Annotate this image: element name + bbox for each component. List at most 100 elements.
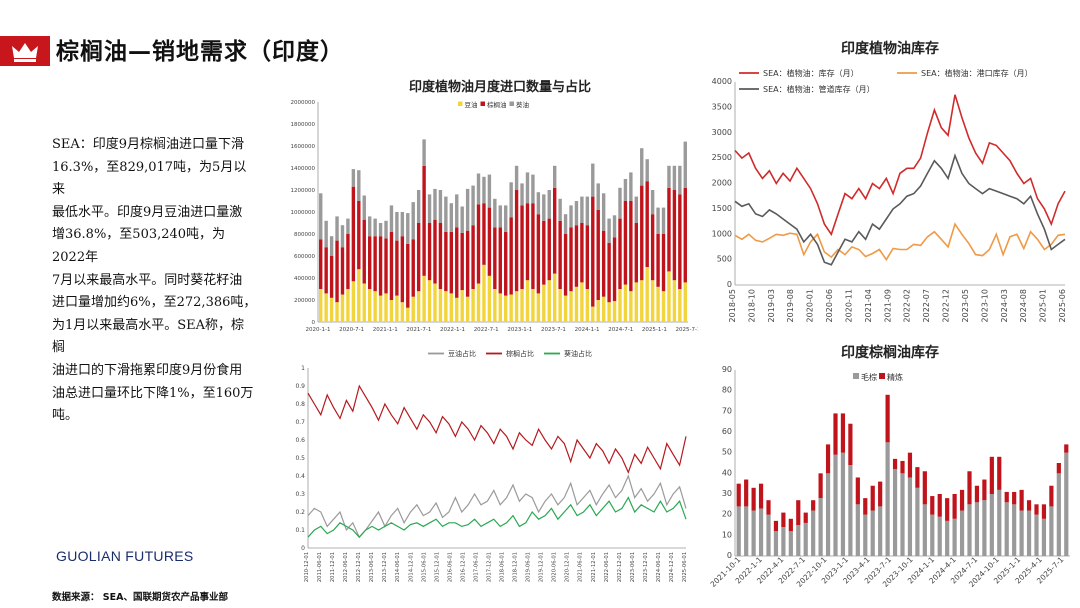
soy-bar [465,296,470,322]
crude-palm-bar [989,494,994,556]
sunflower-bar [319,193,323,240]
palm-ratio-line [307,384,687,475]
palm-stock-chart-title: 印度棕榈油库存 [841,345,939,361]
sunflower-bar [373,218,377,237]
summary-line: SEA：印度9月棕榈油进口量下滑 [52,137,245,152]
palm-bar [536,214,541,294]
legend-label: 葵油 [516,100,529,109]
palm-bar [520,205,524,289]
stock-line [734,94,1066,237]
refined-palm-bar [989,456,994,494]
sunflower-bar [563,214,568,234]
sunflower-bar [422,139,426,166]
palm-bar [406,243,410,308]
palm-bar [367,236,372,289]
palm-bar [678,194,682,289]
x-tick-label: 2021-12-01 [591,552,597,582]
x-tick-label: 2023-1-1 [507,327,532,333]
palm-bar [607,242,611,303]
crude-palm-bar [781,527,786,556]
y-tick-label: 0.3 [295,491,305,498]
legend-swatch [853,373,859,379]
soy-bar [672,280,677,322]
crude-palm-bar [997,489,1002,556]
x-tick-label: 2022-06-01 [604,552,610,582]
summary-line: 油总进口量环比下降1%，至160万 [52,385,254,401]
refined-palm-bar [796,500,801,525]
crude-palm-bar [788,531,793,556]
refined-palm-bar [1049,485,1054,507]
sunflower-bar [569,205,573,228]
crude-palm-bar [766,514,771,556]
palm-bar [591,196,595,307]
crude-palm-bar [1004,502,1009,556]
crude-palm-bar [840,452,846,556]
y-tick-label: 70 [722,406,732,415]
palm-bar [612,237,617,302]
x-tick-label: 2020-11 [844,289,853,322]
imports-chart-title: 印度植物油月度进口数量与占比 [408,80,591,95]
sunflower-bar [574,201,579,226]
palm-bar [569,227,573,292]
soy-bar [645,267,649,322]
crude-palm-bar [803,522,808,556]
x-tick-label: 2018-06-01 [500,552,506,582]
refined-palm-bar [930,496,935,515]
x-tick-label: 2025-1-1 [642,327,667,333]
data-source: 数据来源： SEA、国联期货农产品事业部 [52,592,228,603]
x-tick-label: 2016-12-01 [460,552,466,582]
sunflower-bar [612,215,617,238]
refined-palm-bar [945,498,950,521]
sunflower-bar [601,193,606,231]
refined-palm-bar [1012,491,1017,505]
sunflower-bar [683,141,687,188]
crude-palm-bar [952,518,957,556]
sunflower-bar [640,148,644,186]
crude-palm-bar [796,525,801,556]
sunflower-bar [580,196,584,223]
refined-palm-bar [878,481,883,507]
y-tick-label: 1500 [712,204,732,213]
soy-bar [378,295,383,322]
palm-bar [514,190,519,292]
x-tick-label: 2013-06-01 [369,552,375,582]
refined-palm-bar [937,494,942,517]
legend-label: SEA：植物油：港口库存（月） [921,68,1033,78]
sunflower-bar [618,187,622,219]
x-tick-label: 2012-06-01 [343,552,349,582]
x-tick-label: 2025-06 [1058,289,1067,322]
refined-palm-bar [818,473,823,499]
crude-palm-bar [1049,506,1054,556]
sunflower-bar [487,174,492,208]
palm-bar [650,214,655,281]
y-tick-label: 0.6 [295,437,305,444]
refined-palm-bar [773,520,779,532]
page-title: 棕榈油—销地需求（印度） [56,39,344,65]
x-tick-label: 2020-01 [806,289,815,322]
refined-palm-bar [840,413,846,453]
crude-palm-bar [959,510,965,556]
legend-swatch [879,373,885,379]
x-tick-label: 2022-02 [903,289,912,322]
refined-palm-bar [922,471,927,505]
sunflower-bar [493,198,497,228]
sunflower-bar [340,225,345,248]
sunflower-bar [607,218,611,243]
x-tick-label: 2025-06-01 [682,552,688,582]
x-tick-label: 2022-7-1 [474,327,499,333]
soy-bar [612,301,617,322]
crude-palm-bar [1012,504,1017,556]
x-tick-label: 2017-12-01 [486,552,492,582]
crude-palm-bar [907,477,913,556]
sunflower-bar [498,205,502,228]
palm-bar [438,223,443,289]
sunflower-bar [465,188,470,231]
palm-bar [319,239,323,289]
x-tick-label: 2020-1-1 [306,327,331,333]
soy-bar [422,275,426,322]
x-tick-label: 2021-06-01 [578,552,584,582]
refined-palm-bar [781,512,786,528]
palm-bar [449,231,454,294]
y-tick-label: 2500 [712,153,732,162]
refined-palm-bar [892,458,898,470]
